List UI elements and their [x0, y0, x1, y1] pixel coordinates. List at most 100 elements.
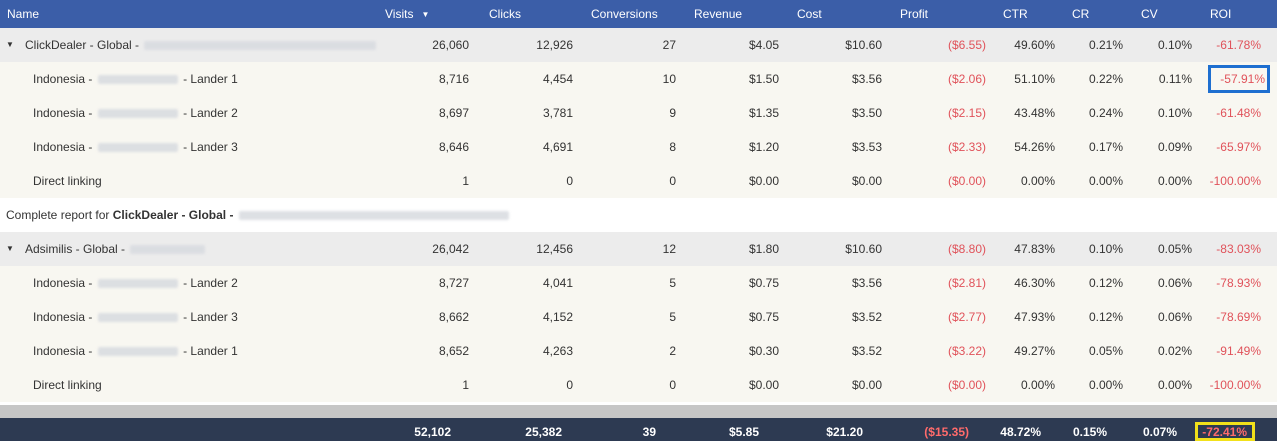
- header-visits[interactable]: Visits ▼: [385, 0, 429, 28]
- revenue-cell: $1.80: [748, 242, 779, 256]
- row-name-prefix: Indonesia -: [33, 310, 93, 324]
- row-name-suffix: - Lander 1: [183, 344, 238, 358]
- clicks-cell: 4,691: [542, 140, 573, 154]
- row-name: Indonesia - - Lander 2: [33, 266, 238, 300]
- cr-cell: 0.05%: [1088, 344, 1123, 358]
- roi-cell: -61.78%: [1216, 38, 1261, 52]
- ctr-cell: 49.60%: [1014, 38, 1055, 52]
- group-row[interactable]: ▼ Adsimilis - Global - 26,042 12,456 12 …: [0, 232, 1277, 266]
- revenue-cell: $0.75: [748, 276, 779, 290]
- row-name-prefix: Indonesia -: [33, 106, 93, 120]
- conversions-cell: 0: [669, 378, 676, 392]
- ctr-cell: 47.83%: [1014, 242, 1055, 256]
- header-ctr[interactable]: CTR: [1003, 7, 1028, 21]
- total-ctr: 48.72%: [1000, 425, 1041, 439]
- cr-cell: 0.21%: [1088, 38, 1123, 52]
- header-clicks[interactable]: Clicks: [489, 7, 521, 21]
- revenue-cell: $1.35: [748, 106, 779, 120]
- ctr-cell: 49.27%: [1014, 344, 1055, 358]
- caret-down-icon[interactable]: ▼: [6, 40, 14, 49]
- row-name-suffix: - Lander 1: [183, 72, 238, 86]
- revenue-cell: $0.75: [748, 310, 779, 324]
- revenue-cell: $0.00: [748, 174, 779, 188]
- cr-cell: 0.00%: [1088, 174, 1123, 188]
- group-name: ClickDealer - Global -: [25, 28, 378, 62]
- table-row[interactable]: Indonesia - - Lander 1 8,652 4,263 2 $0.…: [0, 334, 1277, 368]
- total-profit: ($15.35): [924, 425, 969, 439]
- ctr-cell: 51.10%: [1014, 72, 1055, 86]
- revenue-cell: $4.05: [748, 38, 779, 52]
- conversions-cell: 12: [662, 242, 676, 256]
- row-name: Indonesia - - Lander 1: [33, 334, 238, 368]
- row-name-suffix: - Lander 2: [183, 106, 238, 120]
- cr-cell: 0.24%: [1088, 106, 1123, 120]
- profit-cell: ($8.80): [947, 242, 986, 256]
- roi-cell: -100.00%: [1209, 378, 1261, 392]
- clicks-cell: 12,926: [536, 38, 573, 52]
- ctr-cell: 43.48%: [1014, 106, 1055, 120]
- profit-cell: ($0.00): [947, 378, 986, 392]
- redacted-text: [144, 41, 377, 51]
- table-row[interactable]: Indonesia - - Lander 2 8,727 4,041 5 $0.…: [0, 266, 1277, 300]
- visits-cell: 8,716: [438, 72, 469, 86]
- header-roi[interactable]: ROI: [1210, 7, 1232, 21]
- total-visits: 52,102: [414, 425, 451, 439]
- table-row[interactable]: Indonesia - - Lander 2 8,697 3,781 9 $1.…: [0, 96, 1277, 130]
- redacted-text: [97, 313, 178, 323]
- total-conversions: 39: [642, 425, 656, 439]
- horizontal-scrollbar[interactable]: [0, 405, 1277, 418]
- visits-cell: 8,652: [438, 344, 469, 358]
- visits-cell: 8,727: [438, 276, 469, 290]
- visits-cell: 1: [462, 174, 469, 188]
- profit-cell: ($3.22): [947, 344, 986, 358]
- cv-cell: 0.00%: [1157, 378, 1192, 392]
- table-row[interactable]: Indonesia - - Lander 3 8,662 4,152 5 $0.…: [0, 300, 1277, 334]
- caret-down-icon[interactable]: ▼: [6, 244, 14, 253]
- clicks-cell: 4,263: [542, 344, 573, 358]
- roi-cell: -91.49%: [1216, 344, 1261, 358]
- cost-cell: $10.60: [845, 38, 882, 52]
- row-name-prefix: Indonesia -: [33, 72, 93, 86]
- total-revenue: $5.85: [728, 425, 759, 439]
- profit-cell: ($6.55): [947, 38, 986, 52]
- row-name: Indonesia - - Lander 1: [33, 62, 238, 96]
- header-profit[interactable]: Profit: [900, 7, 929, 21]
- complete-report-link[interactable]: Complete report for ClickDealer - Global…: [0, 198, 528, 232]
- cr-cell: 0.17%: [1088, 140, 1123, 154]
- header-cr[interactable]: CR: [1072, 7, 1090, 21]
- cr-cell: 0.12%: [1088, 276, 1123, 290]
- complete-report-text: Complete report for ClickDealer - Global…: [6, 198, 511, 232]
- revenue-cell: $0.00: [748, 378, 779, 392]
- table-header: Name Visits ▼ Clicks Conversions Revenue …: [0, 0, 1277, 28]
- roi-cell: -78.69%: [1216, 310, 1261, 324]
- header-revenue[interactable]: Revenue: [694, 7, 743, 21]
- table-row[interactable]: Indonesia - - Lander 3 8,646 4,691 8 $1.…: [0, 130, 1277, 164]
- redacted-text: [97, 347, 178, 357]
- profit-cell: ($2.15): [947, 106, 986, 120]
- cr-cell: 0.22%: [1088, 72, 1123, 86]
- profit-cell: ($2.77): [947, 310, 986, 324]
- header-cv[interactable]: CV: [1141, 7, 1158, 21]
- highlight-box-yellow: [1195, 422, 1255, 441]
- group-name-label: Adsimilis - Global -: [25, 242, 126, 256]
- table-row[interactable]: Indonesia - - Lander 1 8,716 4,454 10 $1…: [0, 62, 1277, 96]
- redacted-text: [97, 75, 178, 85]
- row-name: Direct linking: [33, 378, 102, 392]
- redacted-text: [97, 143, 178, 153]
- group-name: Adsimilis - Global -: [25, 232, 207, 266]
- header-cost[interactable]: Cost: [797, 7, 822, 21]
- sort-desc-icon[interactable]: ▼: [421, 10, 430, 19]
- group-row[interactable]: ▼ ClickDealer - Global - 26,060 12,926 2…: [0, 28, 1277, 62]
- cost-cell: $3.53: [851, 140, 882, 154]
- cost-cell: $10.60: [845, 242, 882, 256]
- conversions-cell: 0: [669, 174, 676, 188]
- total-cr: 0.15%: [1072, 425, 1107, 439]
- table-row[interactable]: Direct linking 1 0 0 $0.00 $0.00 ($0.00)…: [0, 164, 1277, 198]
- header-name[interactable]: Name: [7, 7, 40, 21]
- conversions-cell: 5: [669, 276, 676, 290]
- table-row[interactable]: Direct linking 1 0 0 $0.00 $0.00 ($0.00)…: [0, 368, 1277, 402]
- cost-cell: $3.50: [851, 106, 882, 120]
- clicks-cell: 4,454: [542, 72, 573, 86]
- header-conversions[interactable]: Conversions: [591, 7, 658, 21]
- profit-cell: ($0.00): [947, 174, 986, 188]
